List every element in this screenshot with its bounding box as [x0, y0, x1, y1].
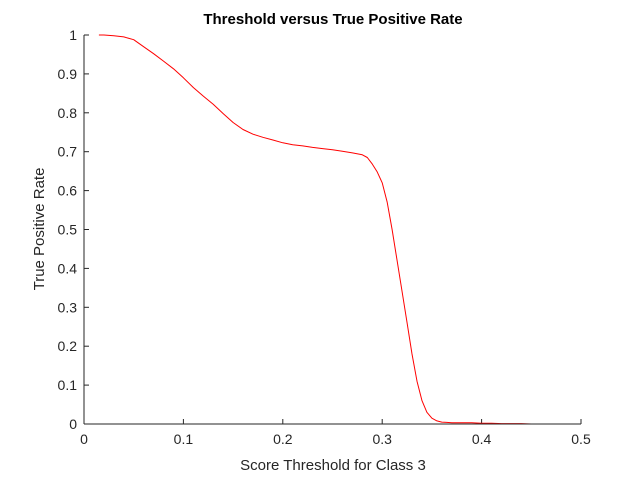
series-line: [98, 34, 572, 425]
y-tick-label: 0.9: [58, 66, 78, 82]
x-axis-label: Score Threshold for Class 3: [240, 457, 426, 474]
y-tick-label: 0.4: [58, 260, 78, 276]
x-tick-label: 0.1: [174, 431, 194, 447]
y-tick-label: 0.7: [58, 144, 78, 160]
y-tick-label: 0.8: [58, 105, 78, 121]
tick-marks: [83, 34, 582, 425]
y-axis-label: True Positive Rate: [31, 168, 48, 291]
x-tick-label: 0.4: [472, 431, 492, 447]
y-tick-label: 0.6: [58, 183, 78, 199]
x-tick-label: 0: [80, 431, 88, 447]
plot-area: [84, 35, 581, 424]
x-tick-label: 0.5: [571, 431, 591, 447]
y-tick-label: 0.1: [58, 377, 78, 393]
y-tick-label: 0.2: [58, 338, 78, 354]
y-tick-label: 1: [69, 27, 77, 43]
x-tick-label: 0.2: [273, 431, 293, 447]
y-tick-label: 0.5: [58, 222, 78, 238]
x-tick-label: 0.3: [372, 431, 392, 447]
chart-title: Threshold versus True Positive Rate: [203, 11, 462, 28]
y-tick-label: 0.3: [58, 299, 78, 315]
y-tick-labels: 0 0.1 0.2 0.3 0.4 0.5 0.6 0.7 0.8 0.9 1: [58, 27, 78, 432]
y-tick-label: 0: [69, 416, 77, 432]
x-tick-labels: 0 0.1 0.2 0.3 0.4 0.5: [80, 431, 591, 447]
series-layer: [98, 34, 572, 425]
